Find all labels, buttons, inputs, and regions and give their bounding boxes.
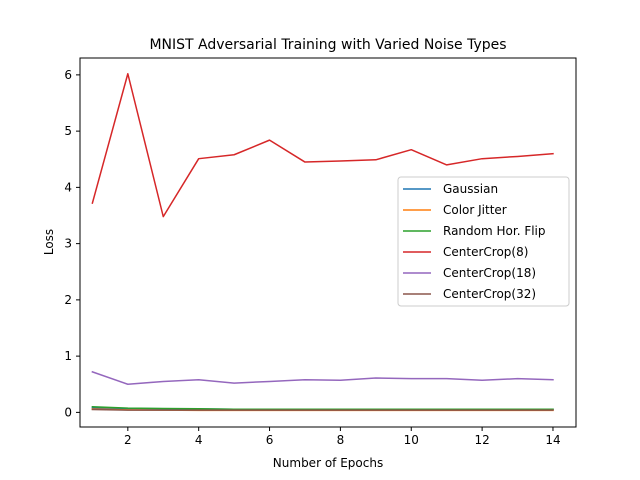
y-tick-label: 4	[64, 180, 72, 194]
series-lines	[91, 73, 554, 412]
y-tick-label: 0	[64, 405, 72, 419]
x-axis: 2 4 6 8 10 12 14	[124, 427, 561, 447]
x-tick-label: 10	[404, 433, 419, 447]
legend-label: Gaussian	[443, 182, 498, 196]
legend-box	[397, 176, 570, 307]
x-tick-label: 8	[337, 433, 345, 447]
x-tick-label: 12	[474, 433, 489, 447]
x-tick-label: 4	[195, 433, 203, 447]
series-line-centercrop-8	[91, 73, 554, 218]
legend: Gaussian Color Jitter Random Hor. Flip Cent…	[397, 176, 570, 307]
x-tick-label: 14	[545, 433, 560, 447]
legend-label: CenterCrop(32)	[443, 287, 536, 301]
legend-label: Color Jitter	[443, 203, 507, 217]
series-line-centercrop-18	[91, 370, 554, 385]
y-tick-label: 2	[64, 293, 72, 307]
legend-label: CenterCrop(8)	[443, 245, 528, 259]
legend-label: Random Hor. Flip	[443, 224, 546, 238]
legend-label: CenterCrop(18)	[443, 266, 536, 280]
x-tick-label: 6	[266, 433, 274, 447]
y-axis-label: Loss	[42, 229, 56, 255]
x-tick-label: 2	[124, 433, 132, 447]
y-tick-label: 3	[64, 237, 72, 251]
y-tick-label: 5	[64, 124, 72, 138]
y-tick-label: 1	[64, 349, 72, 363]
series-line-centercrop-32	[91, 408, 554, 411]
plot-frame	[79, 57, 577, 428]
y-axis: 0 1 2 3 4 5 6	[64, 68, 80, 419]
series-line-random-hor-flip	[91, 405, 554, 411]
x-axis-label: Number of Epochs	[273, 456, 383, 470]
chart-title: MNIST Adversarial Training with Varied N…	[149, 37, 506, 53]
y-tick-label: 6	[64, 68, 72, 82]
